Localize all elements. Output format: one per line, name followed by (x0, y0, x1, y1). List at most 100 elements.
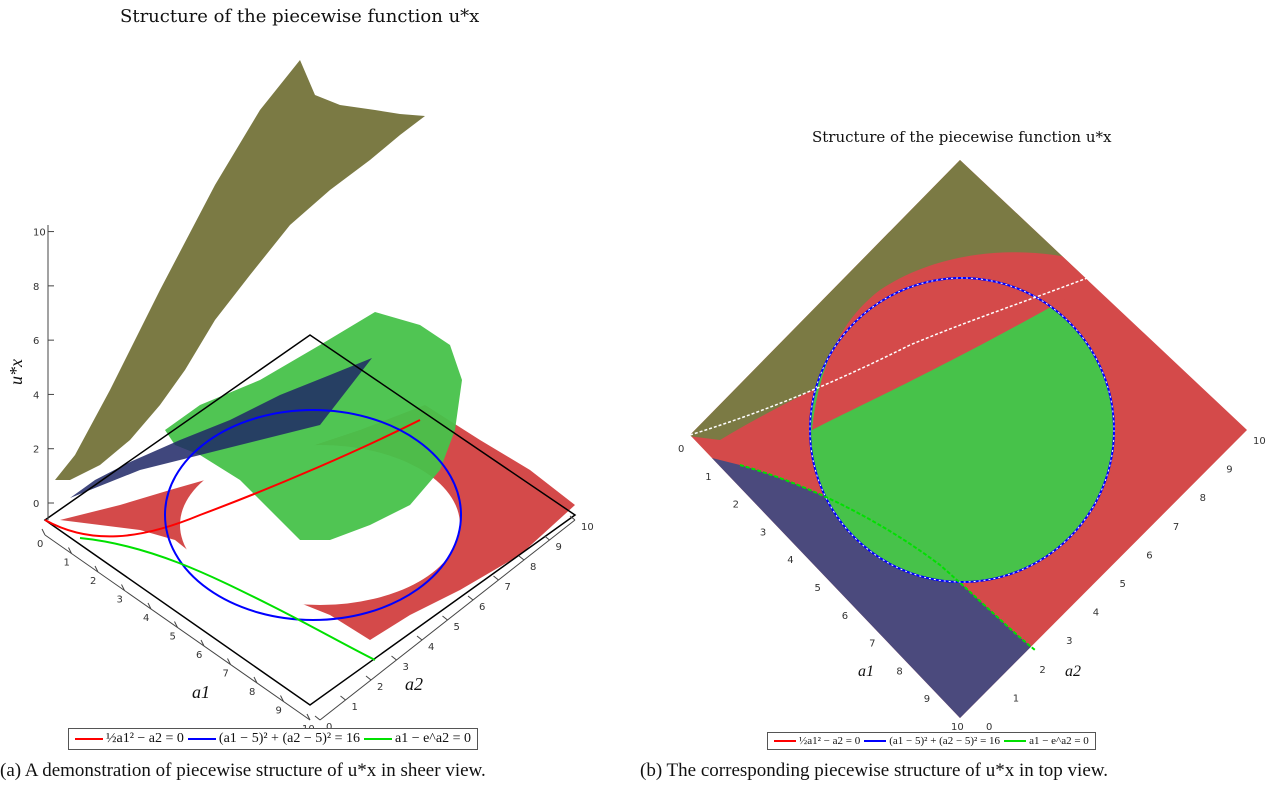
legend-entry-green: a1 − e^a2 = 0 (363, 731, 471, 747)
a1-tick-mark (253, 676, 258, 684)
a2-axis-ticks: 0 1 2 3 4 5 6 7 8 9 10 (314, 515, 594, 733)
a2-tick-mark (544, 535, 550, 541)
z-tick-label: 6 (33, 336, 39, 347)
a1-tick-label-b: 8 (896, 666, 902, 677)
a1-tick-label: 8 (249, 687, 255, 698)
a2-tick-mark (518, 555, 525, 561)
z-tick-label: 10 (33, 228, 46, 239)
chart-legend: ½a1² − a2 = 0 (a1 − 5)² + (a2 − 5)² = 16… (68, 728, 478, 750)
a2-tick-label-b: 9 (1226, 465, 1232, 476)
a1-tick-mark (121, 584, 125, 591)
a1-axis-label-b: a1 (858, 663, 874, 680)
a1-tick-label-b: 9 (924, 694, 930, 705)
a2-tick-label-b: 6 (1146, 550, 1152, 561)
a2-tick-label-b: 7 (1173, 522, 1179, 533)
olive-surface-region (55, 60, 425, 480)
a2-tick-label-b: 4 (1093, 608, 1099, 619)
red-curve-parabola (44, 419, 421, 538)
a1-axis-label: a1 (192, 682, 210, 702)
a2-tick-label: 10 (581, 522, 594, 533)
a2-tick-label: 6 (479, 602, 485, 613)
red-cap-region (812, 252, 1090, 430)
legend-entry-blue-b: (a1 − 5)² + (a2 − 5)² = 16 (864, 735, 1000, 747)
chart-title-b: Structure of the piecewise function u*x (812, 128, 1112, 146)
a1-tick-label-b: 6 (842, 611, 848, 622)
a1-tick-label: 1 (64, 558, 70, 569)
z-tick-label: 8 (33, 282, 39, 293)
legend-entry-red-b: ½a1² − a2 = 0 (774, 735, 860, 747)
legend-swatch-red-b (774, 740, 796, 742)
legend-entry-green-b: a1 − e^a2 = 0 (1004, 735, 1089, 747)
a2-tick-label: 1 (352, 702, 358, 713)
a2-tick-mark (340, 695, 346, 701)
blue-curve-circle (164, 409, 462, 621)
a1-tick-mark (94, 565, 99, 573)
a2-tick-mark (314, 715, 321, 721)
z-tick-label: 4 (33, 390, 39, 401)
a2-tick-label: 4 (428, 642, 434, 653)
a1-tick-label-b: 2 (733, 500, 739, 511)
legend-entry-red: ½a1² − a2 = 0 (75, 731, 184, 747)
a1-tick-label: 2 (90, 576, 96, 587)
z-axis-label: u*x (6, 359, 26, 385)
a2-tick-label-b: 1 (1013, 693, 1019, 704)
a2-tick-label: 3 (403, 662, 409, 673)
a1-tick-mark (68, 547, 72, 554)
a2-tick-label: 5 (454, 622, 460, 633)
a1-tick-mark (41, 528, 46, 536)
a2-axis-label-b: a2 (1065, 663, 1081, 680)
a2-tick-mark (493, 575, 499, 581)
chart-panel-top-view: Structure of the piecewise function u*x (640, 0, 1275, 794)
a1-tick-label-b: 1 (705, 472, 711, 483)
a2-tick-mark (391, 655, 397, 661)
a2-tick-mark (467, 595, 474, 601)
a2-tick-label-b: 2 (1039, 665, 1045, 676)
a1-tick-label: 4 (143, 613, 149, 624)
a2-axis-label: a2 (405, 674, 423, 694)
domain-box (43, 334, 577, 706)
legend-swatch-blue (187, 738, 216, 740)
a1-tick-label-b: 10 (951, 722, 964, 733)
a1-tick-label: 3 (117, 595, 123, 606)
figure-caption-a: (a) A demonstration of piecewise structu… (0, 760, 486, 781)
a1-tick-label: 6 (196, 650, 202, 661)
green-curve-exp (79, 537, 376, 661)
a1-tick-label: 0 (37, 539, 43, 550)
chart-legend-b: ½a1² − a2 = 0 (a1 − 5)² + (a2 − 5)² = 16… (767, 732, 1096, 750)
z-axis-ticks: 0 2 4 6 8 10 (33, 228, 54, 510)
z-tick-label: 0 (33, 499, 39, 510)
a1-tick-label-b: 3 (760, 527, 766, 538)
a1-tick-label-b: 5 (815, 583, 821, 594)
a2-axis-ticks-b: 0 1 2 3 4 5 6 7 8 9 10 (986, 436, 1266, 733)
red-parabola-boundary (689, 274, 1096, 436)
a2-tick-label-b: 5 (1120, 579, 1126, 590)
a1-tick-mark (280, 695, 284, 702)
a2-tick-label: 7 (505, 582, 511, 593)
a1-tick-label: 7 (223, 669, 229, 680)
z-tick-label: 2 (33, 445, 39, 456)
a1-tick-label: 5 (170, 632, 176, 643)
chart-panel-sheer-view: Structure of the piecewise function u*x … (0, 6, 594, 781)
a2-tick-mark (365, 675, 372, 681)
a2-tick-label-b: 0 (986, 722, 992, 733)
legend-swatch-green (363, 738, 392, 740)
chart-title: Structure of the piecewise function u*x (120, 6, 480, 27)
circle-boundary-dash (809, 277, 1115, 583)
a1-tick-mark (174, 621, 178, 628)
a2-tick-label: 9 (556, 542, 562, 553)
legend-entry-blue: (a1 − 5)² + (a2 − 5)² = 16 (187, 731, 360, 747)
a2-tick-label: 2 (377, 682, 383, 693)
a2-tick-label-b: 10 (1253, 436, 1266, 447)
green-exp-boundary (739, 464, 1036, 651)
a1-tick-mark (227, 658, 231, 665)
figure-caption-b: (b) The corresponding piecewise structur… (640, 760, 1109, 781)
navy-plane-region (70, 358, 372, 498)
a1-tick-mark (147, 602, 152, 610)
top-view-plot: 0 1 2 3 4 5 6 7 8 9 10 0 1 2 3 4 5 6 7 8 9 10 a1 a2 (678, 160, 1266, 733)
a2-tick-mark (416, 635, 423, 641)
a1-tick-mark (200, 639, 205, 647)
a2-tick-mark (569, 515, 576, 521)
legend-swatch-green-b (1004, 740, 1027, 742)
